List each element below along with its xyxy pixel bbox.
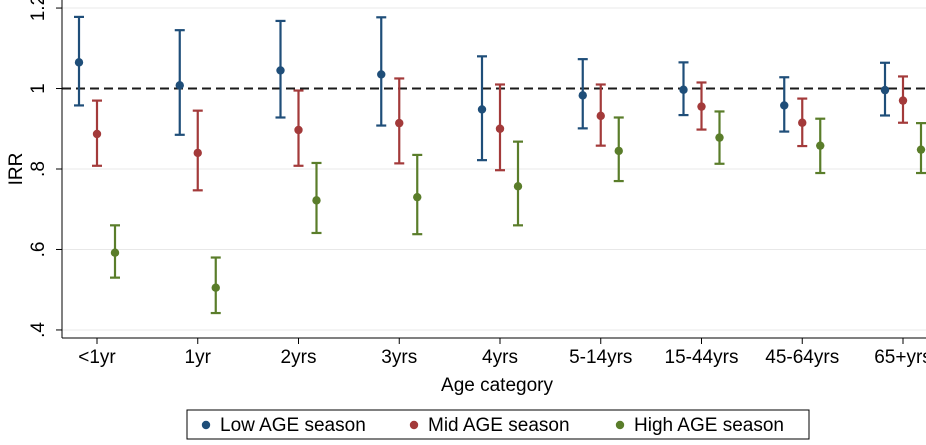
data-point [798, 118, 807, 127]
y-tick-label: 1.2 [28, 0, 49, 21]
x-tick-label: 65+yrs [874, 347, 926, 368]
data-point [395, 118, 404, 128]
legend-label: Low AGE season [220, 415, 366, 436]
data-point [679, 85, 688, 94]
x-tick-label: 2yrs [281, 347, 317, 368]
data-point [880, 85, 890, 95]
series-1 [74, 15, 890, 162]
data-point [780, 101, 789, 110]
legend-marker [615, 420, 625, 430]
data-point [477, 105, 487, 114]
data-layer [74, 15, 926, 315]
axes: .4 .6 .8 1 1.2 <1yr 1yr 2yrs 3yrs 4yrs 5-14yrs 15-4… [28, 0, 926, 368]
data-point [312, 196, 321, 205]
data-point [816, 141, 825, 150]
x-tick-label: 45-64yrs [765, 347, 839, 368]
data-point [916, 145, 926, 154]
legend: Low AGE season Mid AGE season High AGE sea… [186, 409, 810, 440]
x-tick-label: 5-14yrs [569, 347, 632, 368]
x-axis-title: Age category [441, 375, 553, 396]
gridlines [62, 7, 926, 331]
data-point [276, 66, 285, 75]
data-point [614, 146, 623, 156]
series-3 [110, 110, 926, 315]
series-2 [92, 75, 908, 192]
data-point [211, 283, 220, 292]
data-point [578, 91, 587, 100]
legend-label: Mid AGE season [428, 415, 570, 436]
data-point [413, 192, 422, 202]
data-point [513, 182, 523, 191]
x-tick-label: 1yr [185, 347, 212, 368]
legend-label: High AGE season [634, 415, 784, 436]
data-point [92, 129, 102, 139]
data-point [74, 58, 84, 67]
data-point [193, 148, 202, 158]
legend-marker [201, 420, 211, 430]
data-point [110, 248, 120, 257]
data-point [898, 96, 908, 105]
data-point [377, 70, 386, 79]
y-axis-title: IRR [6, 153, 27, 186]
data-point [715, 133, 724, 142]
data-point [697, 102, 706, 111]
x-tick-label: 4yrs [482, 347, 518, 368]
legend-marker [409, 420, 419, 430]
x-tick-label: 3yrs [381, 347, 417, 368]
x-tick-label: 15-44yrs [665, 347, 739, 368]
x-tick-label: <1yr [78, 347, 116, 368]
y-tick-label: .4 [28, 322, 49, 338]
y-tick-label: .6 [28, 242, 49, 258]
data-point [175, 81, 184, 90]
data-point [495, 124, 505, 133]
legend-box [186, 409, 810, 440]
y-tick-label: .8 [28, 161, 49, 177]
y-tick-label: 1 [28, 83, 49, 94]
data-point [294, 125, 303, 135]
data-point [596, 111, 605, 121]
